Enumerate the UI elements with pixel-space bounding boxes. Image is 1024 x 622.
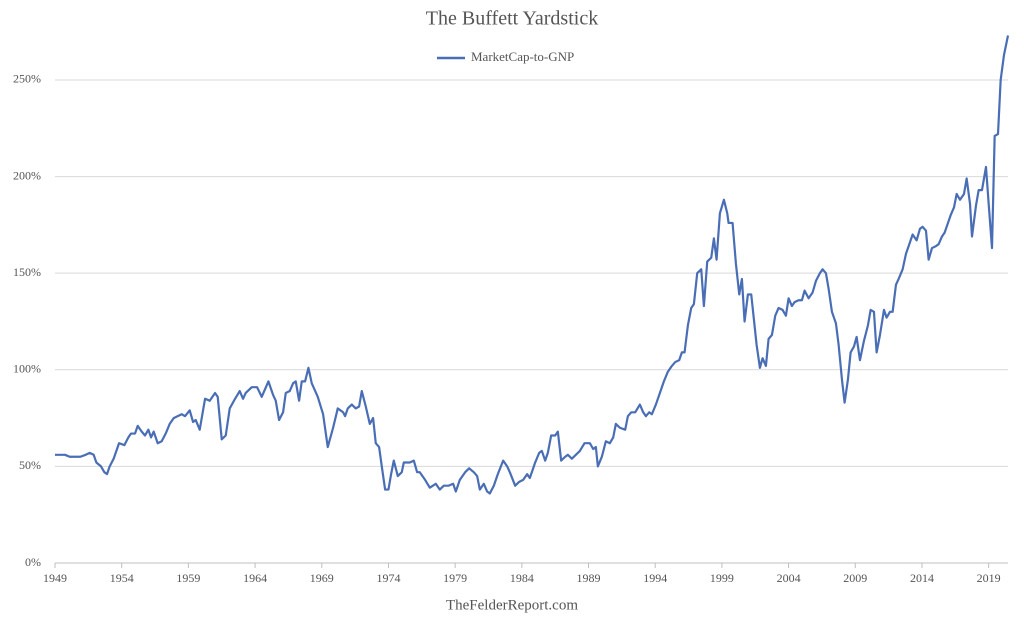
y-tick-label: 100% bbox=[13, 362, 41, 376]
legend-label: MarketCap-to-GNP bbox=[471, 49, 574, 64]
y-tick-label: 200% bbox=[13, 168, 41, 182]
x-tick-label: 1999 bbox=[710, 571, 734, 585]
x-tick-label: 1964 bbox=[243, 571, 267, 585]
chart-title: The Buffett Yardstick bbox=[426, 8, 598, 30]
y-tick-label: 150% bbox=[13, 265, 41, 279]
x-tick-label: 1969 bbox=[310, 571, 334, 585]
source: TheFelderReport.com bbox=[446, 597, 578, 613]
x-tick-label: 2009 bbox=[843, 571, 867, 585]
x-tick-label: 1989 bbox=[577, 571, 601, 585]
x-tick-label: 1974 bbox=[376, 571, 400, 585]
x-tick-label: 1994 bbox=[643, 571, 667, 585]
x-tick-label: 1954 bbox=[110, 571, 134, 585]
y-tick-label: 0% bbox=[25, 555, 41, 569]
x-tick-label: 2004 bbox=[777, 571, 801, 585]
x-tick-label: 1979 bbox=[443, 571, 467, 585]
x-tick-label: 2014 bbox=[910, 571, 934, 585]
x-tick-label: 1959 bbox=[176, 571, 200, 585]
x-tick-label: 1984 bbox=[510, 571, 534, 585]
y-tick-label: 50% bbox=[19, 458, 41, 472]
x-tick-label: 2019 bbox=[977, 571, 1001, 585]
x-tick-label: 1949 bbox=[43, 571, 67, 585]
series-line bbox=[55, 35, 1010, 495]
y-tick-label: 250% bbox=[13, 72, 41, 86]
